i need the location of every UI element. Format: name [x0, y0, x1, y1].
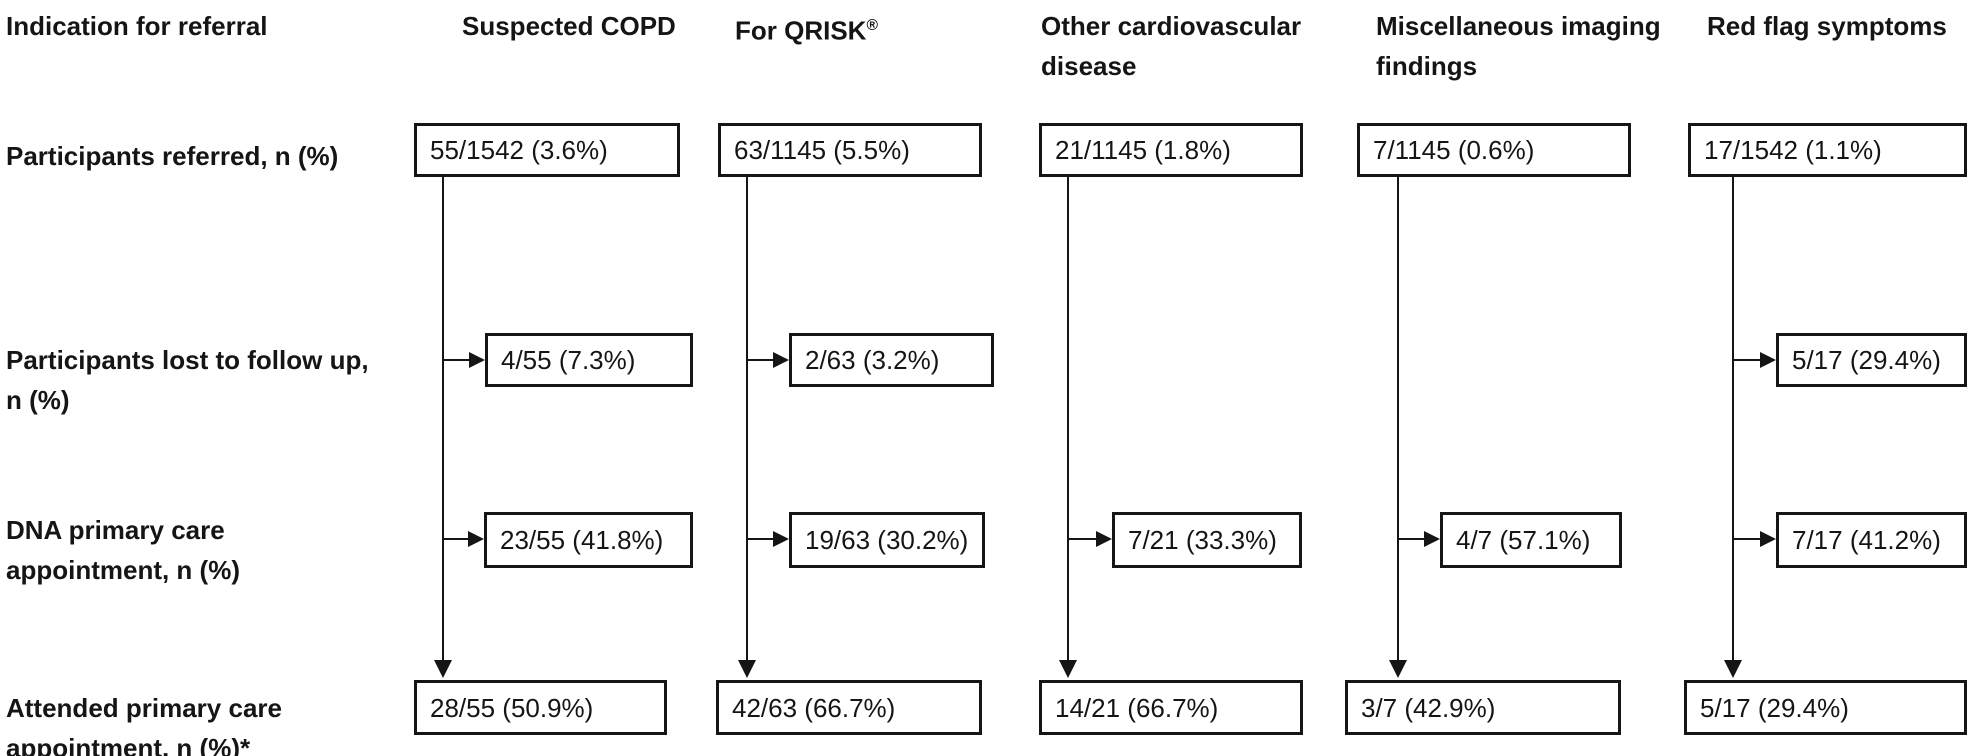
connector-line-down — [442, 177, 444, 661]
box-attended-red-flag: 5/17 (29.4%) — [1684, 680, 1967, 735]
arrow-down-icon — [738, 660, 756, 678]
column-header-indication: Indication for referral — [6, 11, 268, 41]
connector-line-right — [1733, 359, 1762, 361]
box-attended-misc-imaging: 3/7 (42.9%) — [1345, 680, 1621, 735]
registered-trademark-symbol: ® — [866, 17, 878, 34]
box-dna-other-cvd: 7/21 (33.3%) — [1112, 512, 1302, 568]
arrow-down-icon — [1059, 660, 1077, 678]
column-header-other-cardiovascular: Other cardiovascular disease — [1041, 11, 1302, 81]
arrow-right-icon — [469, 352, 485, 368]
connector-line-down — [1732, 177, 1734, 661]
connector-line-right — [747, 538, 775, 540]
box-attended-qrisk: 42/63 (66.7%) — [716, 680, 982, 735]
box-lost-suspected-copd: 4/55 (7.3%) — [485, 333, 693, 387]
column-header-suspected-copd: Suspected COPD — [462, 11, 676, 41]
row-label-attended-appointment: Attended primary care appointment, n (%)… — [6, 693, 282, 756]
connector-line-down — [1067, 177, 1069, 661]
arrow-right-icon — [1760, 352, 1776, 368]
row-label-referred: Participants referred, n (%) — [6, 141, 339, 171]
arrow-down-icon — [1724, 660, 1742, 678]
arrow-down-icon — [1389, 660, 1407, 678]
box-referred-other-cvd: 21/1145 (1.8%) — [1039, 123, 1303, 177]
box-attended-suspected-copd: 28/55 (50.9%) — [414, 680, 667, 735]
arrow-right-icon — [1096, 531, 1112, 547]
column-header-qrisk: For QRISK® — [735, 6, 965, 51]
connector-line-right — [1068, 538, 1098, 540]
box-dna-red-flag: 7/17 (41.2%) — [1776, 512, 1967, 568]
box-referred-qrisk: 63/1145 (5.5%) — [718, 123, 982, 177]
connector-line-right — [443, 359, 472, 361]
box-referred-red-flag: 17/1542 (1.1%) — [1688, 123, 1967, 177]
box-referred-misc-imaging: 7/1145 (0.6%) — [1357, 123, 1631, 177]
arrow-right-icon — [773, 352, 789, 368]
box-dna-misc-imaging: 4/7 (57.1%) — [1440, 512, 1622, 568]
box-referred-suspected-copd: 55/1542 (3.6%) — [414, 123, 680, 177]
row-label-dna-appointment: DNA primary care appointment, n (%) — [6, 515, 240, 585]
column-header-misc-imaging: Miscellaneous imaging findings — [1376, 11, 1661, 81]
connector-line-right — [1398, 538, 1426, 540]
arrow-right-icon — [1424, 531, 1440, 547]
column-header-red-flag: Red flag symptoms — [1707, 11, 1947, 41]
arrow-down-icon — [434, 660, 452, 678]
box-dna-suspected-copd: 23/55 (41.8%) — [484, 512, 693, 568]
box-lost-red-flag: 5/17 (29.4%) — [1776, 333, 1967, 387]
box-attended-other-cvd: 14/21 (66.7%) — [1039, 680, 1303, 735]
arrow-right-icon — [1760, 531, 1776, 547]
connector-line-down — [746, 177, 748, 661]
box-dna-qrisk: 19/63 (30.2%) — [789, 512, 985, 568]
qrisk-header-text: For QRISK — [735, 15, 867, 46]
connector-line-down — [1397, 177, 1399, 661]
connector-line-right — [1733, 538, 1762, 540]
box-lost-qrisk: 2/63 (3.2%) — [789, 333, 994, 387]
arrow-right-icon — [773, 531, 789, 547]
row-label-lost-to-follow-up: Participants lost to follow up, n (%) — [6, 345, 369, 415]
connector-line-right — [443, 538, 471, 540]
arrow-right-icon — [468, 531, 484, 547]
connector-line-right — [747, 359, 775, 361]
